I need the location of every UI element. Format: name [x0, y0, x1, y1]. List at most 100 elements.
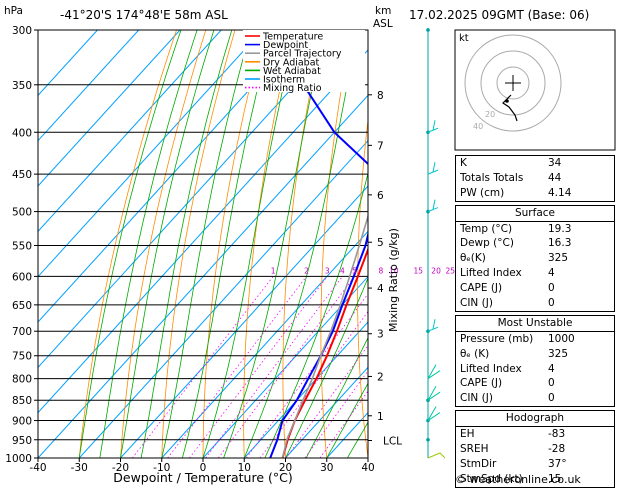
table-row: StmSpd (kt)15	[456, 472, 614, 487]
wind-barb-icon	[428, 200, 438, 212]
pressure-tick-label: 400	[12, 127, 32, 139]
pressure-tick-label: 750	[12, 351, 32, 363]
pressure-tick-label: 450	[12, 169, 32, 181]
isotherm-line	[0, 30, 221, 458]
hodograph-table-title: Hodograph	[456, 411, 614, 426]
pressure-tick-label: 300	[12, 25, 32, 37]
wind-barb-icon	[428, 365, 440, 379]
table-row: θₑ (K)325	[456, 347, 614, 362]
table-row: StmDir 37°	[456, 457, 614, 472]
row-value: 44	[548, 171, 610, 186]
table-row: CAPE (J) 0	[456, 376, 614, 391]
pressure-tick-label: 950	[12, 435, 32, 447]
wet-adiabat-line	[182, 30, 272, 458]
table-row: PW (cm)4.14	[456, 186, 614, 201]
row-label: Lifted Index	[460, 362, 522, 377]
dry-adiabat-line	[321, 30, 352, 458]
table-row: θₑ(K) 325	[456, 251, 614, 266]
row-label: Temp (°C)	[460, 222, 512, 237]
mixing-ratio-label: 2	[304, 266, 309, 275]
table-row: Lifted Index 4	[456, 362, 614, 377]
dry-adiabat-line	[428, 30, 451, 458]
km-tick-label: 7	[377, 140, 384, 152]
isotherm-line	[38, 30, 427, 458]
wind-barb-icon	[428, 319, 438, 331]
row-label: Pressure (mb)	[460, 332, 533, 347]
temperature-tick-label: -40	[29, 462, 46, 474]
row-label: θₑ(K)	[460, 251, 486, 266]
dry-adiabat-line	[162, 30, 235, 458]
row-value: 16.3	[548, 236, 610, 251]
hodograph-ring-label: 20	[485, 110, 495, 119]
mixing-ratio-line	[189, 276, 327, 458]
table-row: CIN (J) 0	[456, 296, 614, 311]
pressure-tick-label: 700	[12, 326, 32, 338]
table-row: Dewp (°C) 16.3	[456, 236, 614, 251]
row-label: K	[460, 156, 467, 171]
row-label: CAPE (J)	[460, 281, 502, 296]
row-value: 4.14	[548, 186, 610, 201]
isotherm-line	[0, 30, 304, 458]
pressure-tick-label: 900	[12, 416, 32, 428]
wind-barb-icon	[428, 120, 438, 132]
wind-barb-icon	[428, 453, 445, 458]
mixing-ratio-line	[218, 276, 354, 458]
km-tick-label: 1	[377, 411, 384, 423]
row-value: 4	[548, 362, 610, 377]
row-label: StmDir	[460, 457, 496, 472]
mixing-ratio-label: 3	[325, 266, 330, 275]
asl-label: ASL	[373, 18, 393, 30]
row-label: SREH	[460, 442, 489, 457]
mixing-ratio-line	[320, 276, 450, 458]
pressure-tick-label: 600	[12, 271, 32, 283]
pressure-tick-label: 800	[12, 374, 32, 386]
most-unstable-title: Most Unstable	[456, 316, 614, 331]
row-label: CIN (J)	[460, 391, 493, 406]
legend-label: Mixing Ratio	[263, 83, 322, 94]
pressure-tick-label: 1000	[5, 453, 32, 465]
storm-motion-marker	[505, 99, 509, 103]
mixing-ratio-label: 8	[379, 266, 384, 275]
row-value: 0	[548, 281, 610, 296]
table-row: SREH-28	[456, 442, 614, 457]
row-label: CAPE (J)	[460, 376, 502, 391]
table-row: CAPE (J) 0	[456, 281, 614, 296]
profile-temperature	[283, 30, 428, 458]
temperature-tick-label: -30	[71, 462, 88, 474]
table-row: Temp (°C) 19.3	[456, 221, 614, 237]
km-label: km	[375, 5, 391, 17]
row-value: 325	[548, 347, 610, 362]
pressure-tick-label: 350	[12, 80, 32, 92]
table-row: Pressure (mb) 1000	[456, 331, 614, 347]
row-value: 0	[548, 296, 610, 311]
km-tick-label: 4	[377, 283, 384, 295]
lcl-label: LCL	[383, 436, 402, 448]
mixing-ratio-label: 1	[271, 266, 276, 275]
pressure-tick-label: 650	[12, 300, 32, 312]
km-tick-label: 5	[377, 237, 384, 249]
isotherm-line	[0, 30, 386, 458]
km-tick-label: 3	[377, 329, 384, 341]
row-value: 0	[548, 376, 610, 391]
row-value: 325	[548, 251, 610, 266]
hodograph-ring-label: 40	[473, 122, 483, 131]
row-value: 37°	[548, 457, 610, 472]
row-label: EH	[460, 427, 475, 442]
row-label: CIN (J)	[460, 296, 493, 311]
hpa-label: hPa	[4, 5, 23, 17]
wind-barb-icon	[428, 386, 440, 400]
row-value: 1000	[548, 332, 610, 347]
datetime-title: 17.02.2025 09GMT (Base: 06)	[409, 8, 589, 22]
mixing-ratio-label: 4	[340, 266, 345, 275]
row-value: 19.3	[548, 222, 610, 237]
mixing-ratio-label: 20	[431, 266, 441, 275]
pressure-tick-label: 850	[12, 395, 32, 407]
row-value: 34	[548, 156, 610, 171]
row-label: Dewp (°C)	[460, 236, 514, 251]
